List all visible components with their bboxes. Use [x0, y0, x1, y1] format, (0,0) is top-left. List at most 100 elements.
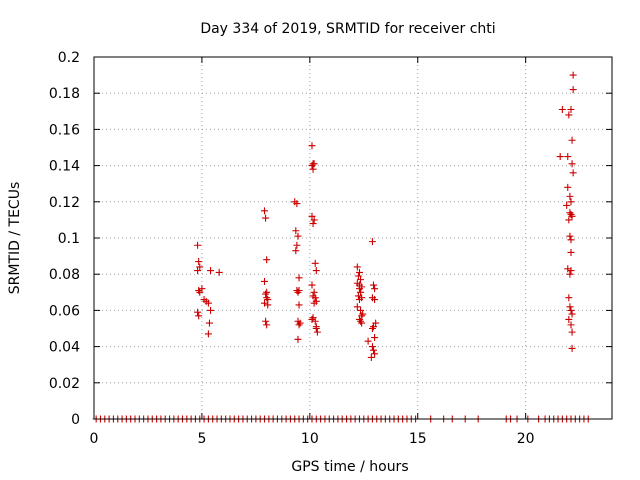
data-point [311, 259, 319, 267]
data-point [264, 301, 272, 309]
data-point [310, 160, 318, 168]
x-tick-label: 20 [517, 431, 535, 447]
data-point [357, 276, 365, 284]
chart-title: Day 334 of 2019, SRMTID for receiver cht… [200, 21, 495, 37]
data-point [293, 200, 301, 208]
data-point [565, 216, 573, 224]
y-axis-label: SRMTID / TECUs [7, 182, 23, 295]
data-point [312, 325, 320, 332]
data-point [292, 227, 300, 235]
y-tick-label: 0.18 [49, 86, 80, 102]
data-point [566, 270, 574, 278]
data-point [312, 267, 320, 275]
data-point [568, 212, 576, 220]
data-point [261, 207, 269, 215]
y-tick-label: 0.06 [49, 303, 80, 319]
data-point [195, 312, 203, 320]
data-point [353, 303, 361, 311]
data-point [567, 306, 575, 314]
data-point [310, 216, 318, 224]
data-point [567, 105, 575, 113]
data-point [355, 296, 363, 304]
data-point [566, 192, 574, 200]
data-point [194, 308, 202, 316]
data-point [262, 317, 270, 325]
grid-lines [94, 57, 612, 419]
data-point [310, 288, 318, 296]
data-point [556, 153, 564, 161]
data-point [569, 169, 577, 177]
data-point [293, 241, 301, 249]
data-point [568, 160, 576, 168]
data-point [566, 232, 574, 240]
data-point [196, 263, 204, 271]
data-point [358, 319, 366, 327]
data-point [308, 142, 316, 150]
data-point [568, 344, 576, 352]
data-point [567, 236, 575, 244]
data-point [370, 346, 378, 354]
data-point [194, 241, 202, 249]
x-tick-label: 0 [90, 431, 99, 447]
data-point [364, 337, 372, 345]
data-point [368, 343, 376, 351]
data-point [204, 330, 212, 338]
y-tick-label: 0.12 [49, 195, 80, 211]
data-point [567, 321, 575, 329]
data-point [262, 290, 270, 298]
data-point [354, 272, 362, 280]
y-tick-label: 0.04 [49, 340, 80, 356]
data-point [565, 111, 573, 119]
data-point [371, 285, 379, 293]
data-point [309, 165, 317, 173]
x-axis-ticks: 0 5 10 15 20 [90, 57, 535, 447]
data-point [262, 214, 270, 222]
data-point [310, 299, 318, 307]
x-tick-label: 10 [301, 431, 319, 447]
y-tick-label: 0.2 [58, 50, 80, 66]
data-point [564, 183, 572, 191]
x-axis-label: GPS time / hours [291, 459, 408, 475]
data-point [313, 328, 321, 336]
data-point [567, 248, 575, 256]
data-point [569, 86, 577, 94]
data-point [308, 281, 316, 289]
y-axis-ticks: 0 0.02 0.04 0.06 0.08 0.1 0.12 0.14 0.16 0.18 0.2 [49, 50, 612, 428]
y-tick-label: 0.02 [49, 376, 80, 392]
data-point [196, 288, 204, 296]
data-point [371, 350, 379, 358]
data-point [566, 303, 574, 311]
data-point [569, 71, 577, 79]
data-point [567, 198, 575, 206]
data-point [295, 321, 303, 329]
data-point [292, 247, 300, 255]
data-point [263, 256, 271, 264]
data-point [353, 263, 361, 271]
y-tick-label: 0.16 [49, 122, 80, 138]
data-point [371, 296, 379, 304]
data-point [568, 328, 576, 336]
data-point [368, 325, 376, 332]
data-point [295, 301, 303, 309]
data-point [370, 281, 378, 289]
data-point [311, 294, 319, 302]
data-point [372, 319, 380, 327]
y-tick-label: 0.14 [49, 159, 80, 175]
x-tick-label: 15 [409, 431, 427, 447]
y-tick-label: 0.1 [58, 231, 80, 247]
data-point [567, 267, 575, 275]
data-point [308, 212, 316, 220]
data-point [565, 315, 573, 323]
data-point [563, 201, 571, 209]
data-point [309, 220, 317, 228]
data-point [368, 238, 376, 246]
data-point [568, 136, 576, 144]
data-point [207, 267, 215, 275]
data-point [311, 317, 319, 325]
data-point [215, 268, 223, 276]
data-point [204, 299, 212, 307]
data-point [558, 105, 566, 113]
data-point [205, 319, 213, 327]
